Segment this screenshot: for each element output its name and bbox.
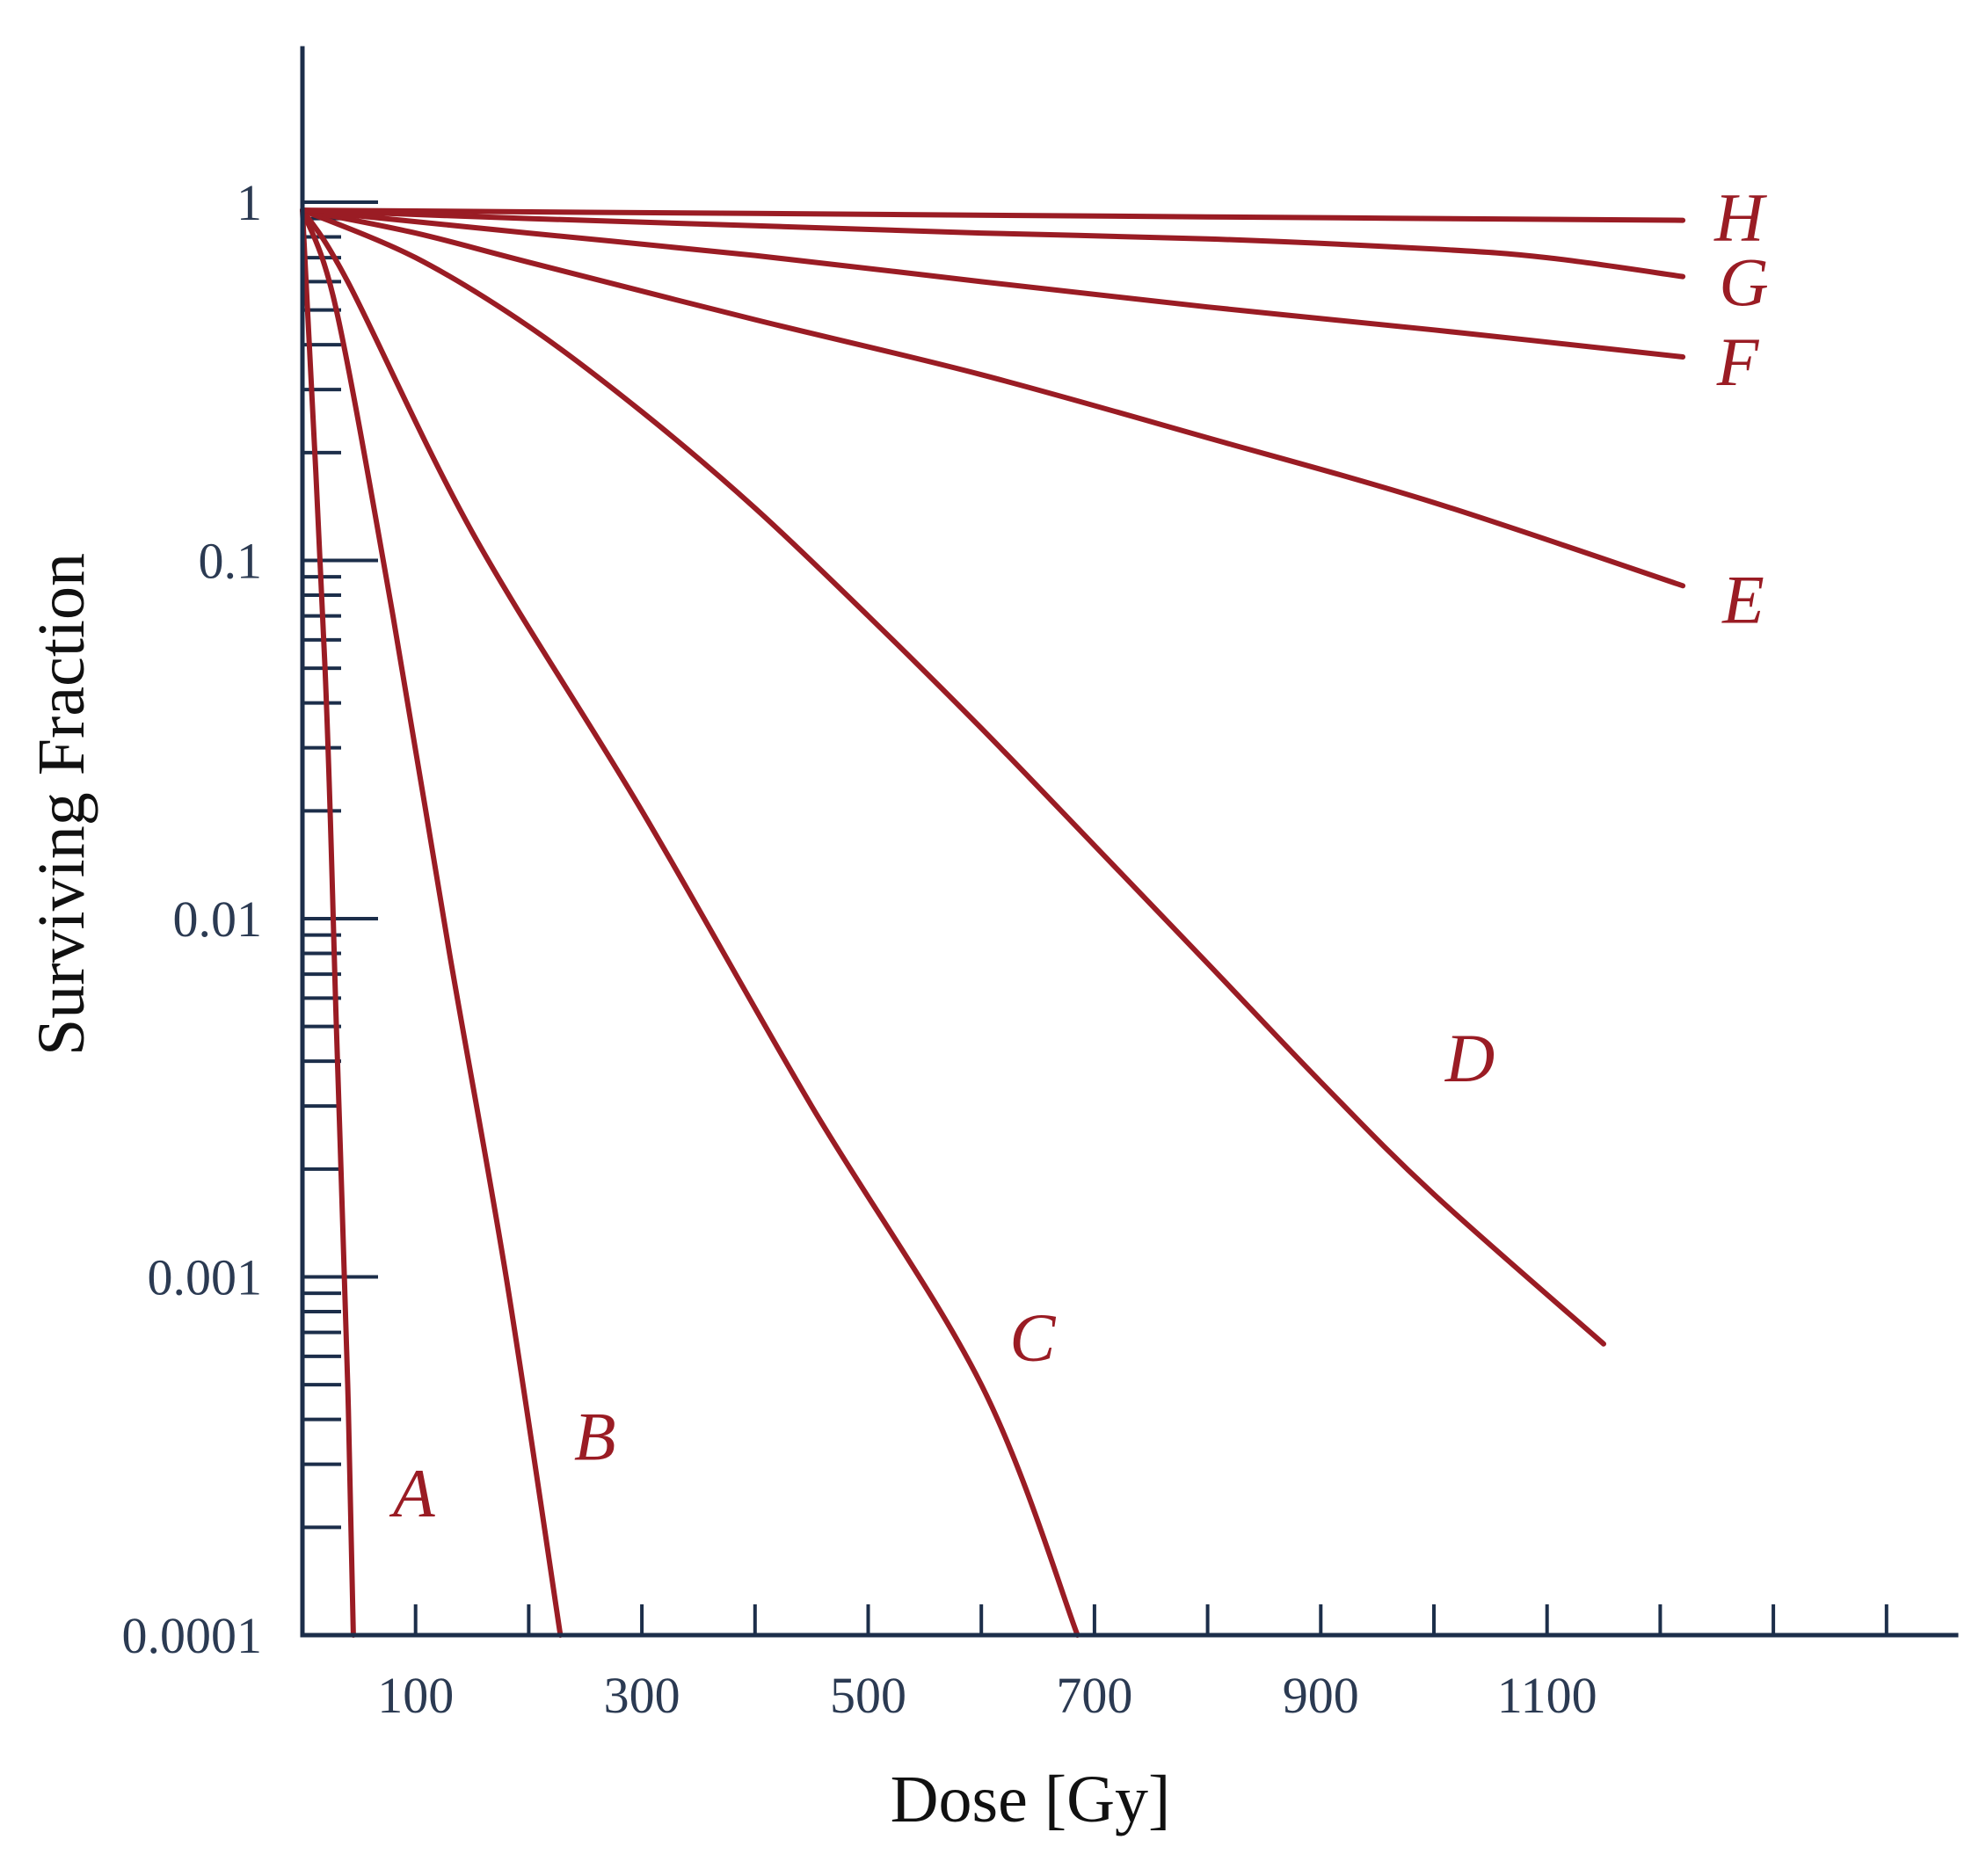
y-tick-label-1: 1 <box>236 174 262 231</box>
x-tick-label-900: 900 <box>1283 1667 1359 1724</box>
curve-label-C: C <box>1009 1299 1056 1376</box>
curve-F <box>300 207 1686 360</box>
x-tick-label-1100: 1100 <box>1497 1667 1597 1724</box>
y-tick-label-0.001: 0.001 <box>148 1249 263 1306</box>
curve-E <box>300 207 1686 589</box>
curve-A <box>300 207 356 1638</box>
curve-label-G: G <box>1719 244 1768 320</box>
x-tick-label-700: 700 <box>1056 1667 1132 1724</box>
x-tick-label-100: 100 <box>377 1667 454 1724</box>
curve-label-F: F <box>1716 324 1760 400</box>
curve-label-H: H <box>1713 179 1767 256</box>
y-tick-label-0.01: 0.01 <box>173 891 263 948</box>
curve-label-D: D <box>1444 1020 1495 1096</box>
ticks-layer <box>302 200 1888 1637</box>
curve-label-A: A <box>389 1455 435 1531</box>
series-layer <box>300 207 1686 1638</box>
x-tick-label-500: 500 <box>830 1667 906 1724</box>
curve-B <box>300 207 564 1638</box>
x-tick-label-300: 300 <box>604 1667 680 1724</box>
curve-label-B: B <box>574 1398 616 1474</box>
curve-G <box>300 207 1686 280</box>
curve-H <box>300 207 1686 223</box>
y-tick-label-0.1: 0.1 <box>199 533 263 590</box>
curve-C <box>300 207 1080 1638</box>
labels-layer: 100 300 500 700 900 1100 1 0.1 0.01 0.001 0.0001 A B… <box>122 174 1769 1724</box>
y-axis-title: Surviving Fraction <box>25 553 98 1056</box>
curve-label-E: E <box>1721 561 1764 637</box>
y-tick-label-0.0001: 0.0001 <box>122 1607 263 1664</box>
curve-D <box>300 207 1606 1347</box>
x-axis-title: Dose [Gy] <box>891 1763 1171 1836</box>
